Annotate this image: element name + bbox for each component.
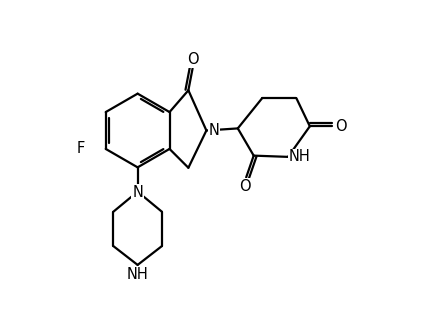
Text: NH: NH [289, 149, 311, 164]
Text: O: O [239, 179, 251, 194]
Text: F: F [76, 141, 85, 156]
Text: N: N [208, 123, 219, 138]
Text: N: N [132, 185, 143, 200]
Text: O: O [335, 119, 347, 134]
Text: NH: NH [127, 267, 149, 282]
Text: O: O [187, 52, 199, 67]
